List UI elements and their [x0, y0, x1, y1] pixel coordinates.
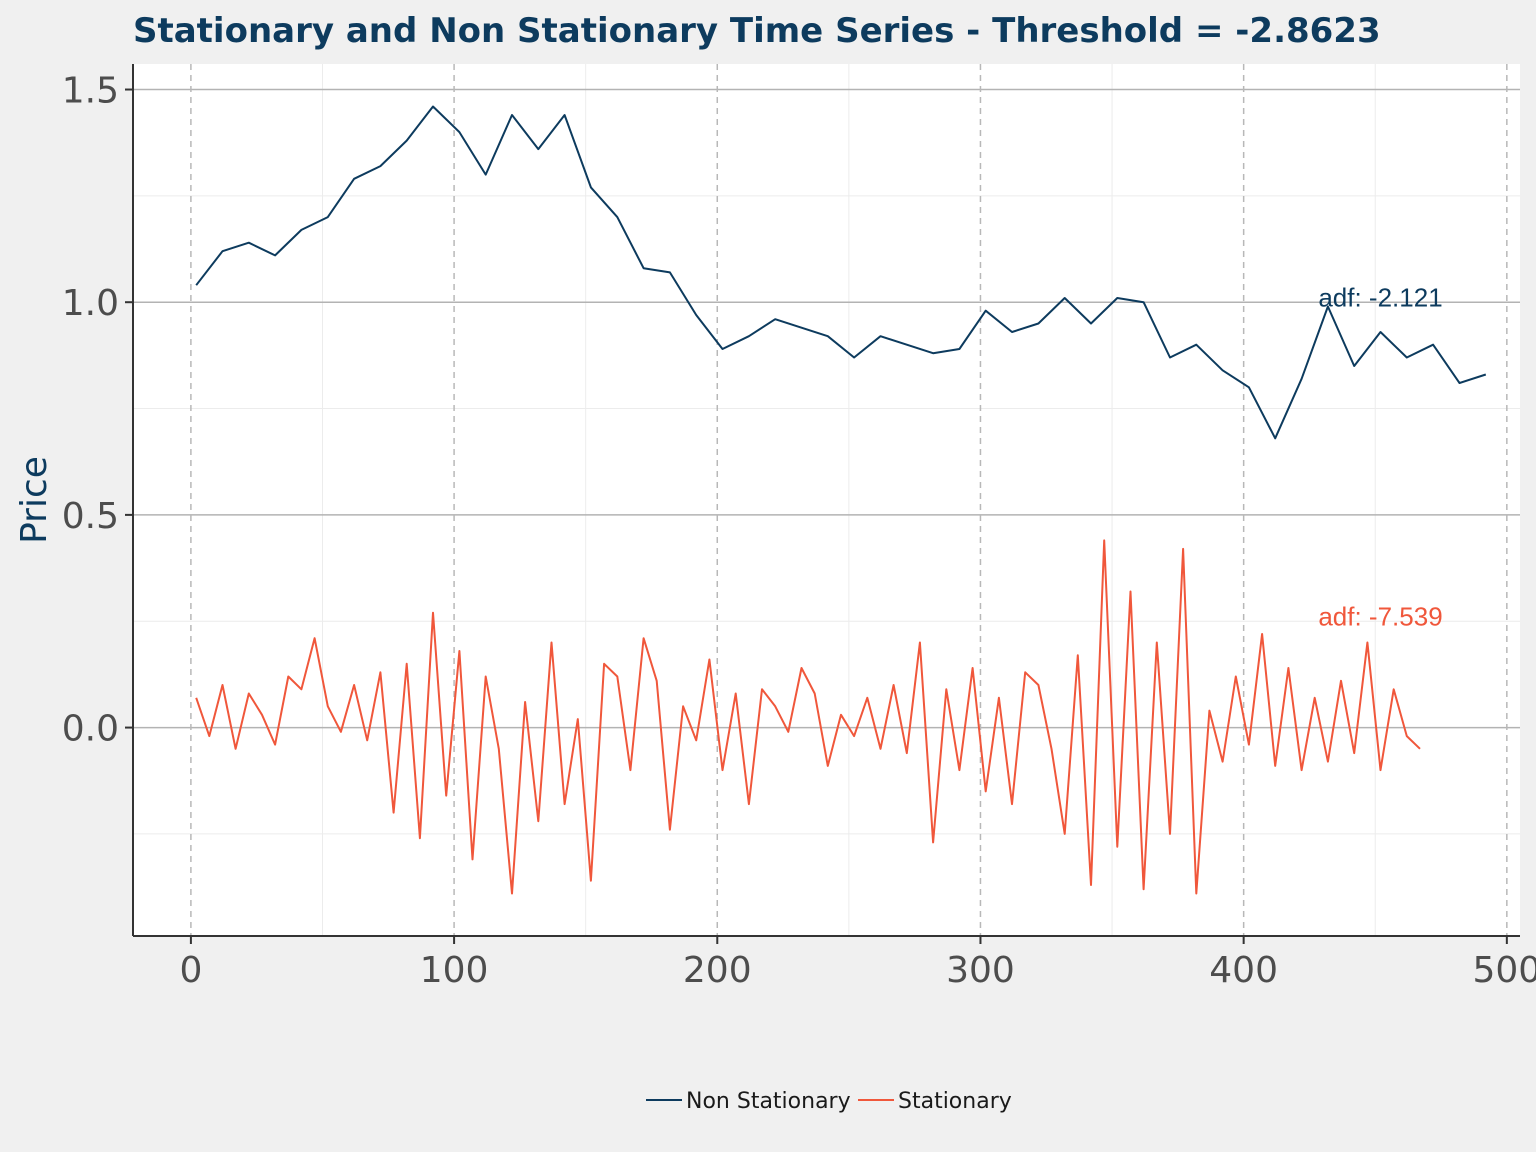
annotations: adf: -2.121 adf: -7.539 — [1318, 282, 1442, 631]
series-lines — [195, 105, 1487, 895]
y-tick-label: 0.0 — [62, 709, 119, 750]
x-tick-label: 500 — [1472, 950, 1536, 991]
x-tick-label: 200 — [683, 950, 752, 991]
tick-labels: 0 100 200 300 400 500 0.0 0.5 1.0 1.5 — [62, 71, 1536, 991]
x-tick-label: 100 — [420, 950, 489, 991]
legend-label: Stationary — [898, 1089, 1012, 1114]
series-line-non-stationary — [195, 105, 1487, 440]
x-tick-label: 400 — [1209, 950, 1278, 991]
series-line-stationary — [195, 539, 1421, 895]
y-axis-label: Price — [14, 456, 55, 544]
plot-panel — [133, 64, 1520, 936]
axes — [125, 64, 1520, 944]
adf-annotation: adf: -7.539 — [1318, 601, 1442, 631]
x-tick-label: 300 — [946, 950, 1015, 991]
legend: Non Stationary Stationary — [646, 1089, 1012, 1114]
legend-label: Non Stationary — [686, 1089, 851, 1114]
y-tick-label: 0.5 — [62, 496, 119, 537]
y-tick-label: 1.5 — [62, 71, 119, 112]
adf-annotation: adf: -2.121 — [1318, 282, 1442, 312]
chart-title: Stationary and Non Stationary Time Serie… — [133, 11, 1381, 51]
x-tick-label: 0 — [179, 950, 202, 991]
y-tick-label: 1.0 — [62, 283, 119, 324]
grid-lines — [133, 64, 1520, 936]
